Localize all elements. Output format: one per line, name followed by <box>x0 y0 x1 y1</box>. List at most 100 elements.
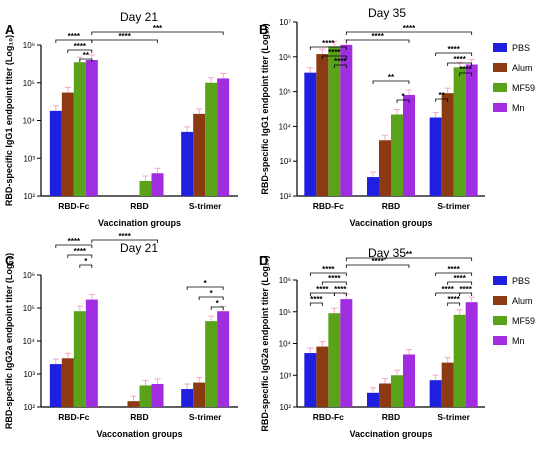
bar <box>205 321 218 407</box>
legend-label: Alum <box>512 296 533 306</box>
bar <box>181 389 194 407</box>
significance-label: * <box>216 299 220 308</box>
y-tick-label: 10⁴ <box>23 337 36 346</box>
panel-d: D Day 35 10² 10³ 10⁴ 10⁵ 10⁶ RBD-specific IgG2a… <box>259 246 485 439</box>
significance-label: **** <box>316 285 329 294</box>
category-label: RBD <box>130 412 148 422</box>
bar <box>328 46 341 196</box>
y-tick-label: 10⁶ <box>23 41 35 50</box>
significance-label: **** <box>74 247 87 256</box>
bar <box>193 113 206 196</box>
category-label: S-trimer <box>437 412 470 422</box>
bar <box>151 383 164 407</box>
category-label: S-trimer <box>189 201 222 211</box>
significance-label: **** <box>447 45 460 54</box>
bar <box>304 353 317 407</box>
chart-title: Day 35 <box>368 246 406 260</box>
significance-bracket <box>309 302 323 306</box>
x-axis-label: Vacconation groups <box>96 429 182 439</box>
y-axis-label: RBD-specific IgG2a endpoint titer (Log₁₀… <box>4 253 14 429</box>
significance-label: ** <box>439 91 446 100</box>
significance-label: **** <box>322 39 335 48</box>
bar <box>61 92 74 196</box>
y-tick-label: 10⁴ <box>279 340 292 349</box>
bar <box>151 173 164 196</box>
significance-bracket <box>91 239 158 243</box>
legend-label: PBS <box>512 276 530 286</box>
significance-bracket <box>447 281 473 285</box>
y-tick-label: 10⁵ <box>23 304 35 313</box>
significance-label: **** <box>74 42 87 51</box>
significance-bracket <box>91 39 158 43</box>
bar <box>304 72 317 196</box>
y-tick-label: 10³ <box>279 371 291 380</box>
y-tick-label: 10⁴ <box>23 117 36 126</box>
legend-swatch <box>493 63 507 72</box>
y-axis-label: RBD-specific IgG1 endpoint titer (Log₁₀) <box>4 35 14 206</box>
significance-label: ** <box>388 73 395 82</box>
bar <box>367 392 379 407</box>
significance-bracket <box>55 244 93 248</box>
bar <box>127 401 140 407</box>
significance-bracket <box>309 46 347 50</box>
y-tick-label: 10³ <box>279 157 291 166</box>
significance-bracket <box>396 99 410 103</box>
bar <box>367 177 379 196</box>
significance-bracket <box>186 286 224 290</box>
significance-label: **** <box>118 232 131 241</box>
significance-bracket <box>435 272 473 276</box>
significance-label: * <box>84 257 88 266</box>
bar <box>403 354 415 407</box>
legend-label: Mn <box>512 103 525 113</box>
significance-bracket <box>435 52 473 56</box>
significance-label: **** <box>334 57 347 66</box>
y-tick-label: 10⁶ <box>279 276 291 285</box>
significance-bracket <box>372 80 410 84</box>
bar <box>379 140 391 196</box>
y-tick-label: 10⁵ <box>279 88 291 97</box>
bar <box>181 131 194 196</box>
significance-label: **** <box>371 257 384 266</box>
significance-bracket <box>309 272 347 276</box>
significance-bracket <box>321 55 347 59</box>
panel-letter: B <box>259 22 268 37</box>
y-tick-label: 10⁶ <box>279 53 291 62</box>
bar <box>429 380 442 407</box>
significance-bracket <box>67 49 93 53</box>
category-label: RBD-Fc <box>313 412 344 422</box>
legend-swatch <box>493 83 507 92</box>
bar <box>465 64 478 196</box>
y-tick-label: 10⁴ <box>279 122 292 131</box>
bar <box>139 180 152 196</box>
y-tick-label: 10⁶ <box>23 271 35 280</box>
panel-letter: D <box>259 253 268 268</box>
bar <box>465 302 478 407</box>
significance-bracket <box>459 72 473 76</box>
significance-label: *** <box>153 24 163 33</box>
y-tick-label: 10³ <box>23 370 35 379</box>
x-axis-label: Vaccination groups <box>98 218 181 228</box>
significance-bracket <box>67 254 93 258</box>
y-tick-label: 10⁵ <box>23 79 35 88</box>
significance-bracket <box>345 31 473 35</box>
legend-label: Mn <box>512 336 525 346</box>
significance-label: **** <box>371 32 384 41</box>
category-label: S-trimer <box>437 201 470 211</box>
significance-bracket <box>198 296 224 300</box>
y-tick-label: 10² <box>279 192 291 201</box>
bar <box>85 60 98 197</box>
significance-bracket <box>321 281 347 285</box>
significance-label: **** <box>453 55 466 64</box>
significance-label: **** <box>68 32 81 41</box>
significance-label: **** <box>447 295 460 304</box>
significance-label: * <box>401 92 405 101</box>
panel-letter: C <box>5 253 15 268</box>
bar <box>316 346 329 407</box>
y-axis-label: RBD-specific IgG1 endpoint titer (Log₁₀) <box>260 23 270 194</box>
bar <box>340 299 353 407</box>
legend: PBS Alum MF59 Mn <box>493 43 535 113</box>
bar <box>391 114 403 196</box>
bar <box>328 313 341 407</box>
significance-bracket <box>333 64 347 68</box>
bar <box>193 382 206 407</box>
